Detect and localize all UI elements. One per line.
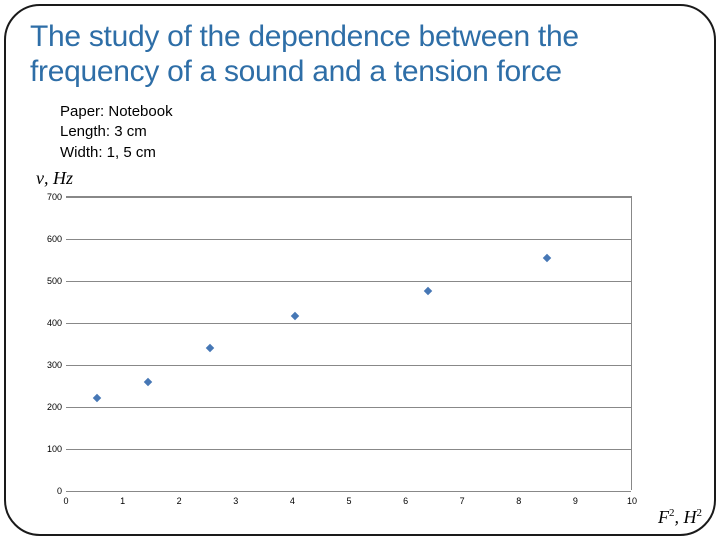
y-tick-label: 300 [42, 360, 62, 370]
data-marker [291, 312, 299, 320]
gridline-horizontal [66, 491, 631, 492]
y-tick-label: 100 [42, 444, 62, 454]
x-tick-label: 5 [346, 496, 351, 506]
x-tick-label: 8 [516, 496, 521, 506]
data-marker [93, 394, 101, 402]
y-axis-label: ν, Hz [36, 168, 73, 189]
gridline-horizontal [66, 323, 631, 324]
y-tick-label: 0 [42, 486, 62, 496]
meta-row: Paper: Notebook [60, 102, 173, 122]
page-title: The study of the dependence between the … [30, 20, 684, 89]
x-tick-label: 0 [63, 496, 68, 506]
x-tick-label: 6 [403, 496, 408, 506]
x-tick-label: 1 [120, 496, 125, 506]
y-tick-label: 600 [42, 234, 62, 244]
scatter-chart: 0100200300400500600700012345678910 [38, 196, 632, 506]
meta-row: Width: 1, 5 cm [60, 143, 173, 163]
y-tick-label: 700 [42, 192, 62, 202]
slide-frame: The study of the dependence between the … [4, 4, 716, 536]
gridline-horizontal [66, 239, 631, 240]
gridline-horizontal [66, 197, 631, 198]
plot-area: 0100200300400500600700012345678910 [66, 196, 632, 490]
x-tick-label: 2 [177, 496, 182, 506]
x-tick-label: 4 [290, 496, 295, 506]
y-tick-label: 200 [42, 402, 62, 412]
data-marker [543, 253, 551, 261]
gridline-horizontal [66, 281, 631, 282]
y-tick-label: 400 [42, 318, 62, 328]
y-tick-label: 500 [42, 276, 62, 286]
data-marker [424, 287, 432, 295]
gridline-horizontal [66, 449, 631, 450]
data-marker [206, 344, 214, 352]
x-tick-label: 7 [460, 496, 465, 506]
x-tick-label: 3 [233, 496, 238, 506]
x-tick-label: 10 [627, 496, 637, 506]
gridline-horizontal [66, 365, 631, 366]
meta-block: Paper: Notebook Length: 3 cm Width: 1, 5… [60, 102, 173, 163]
x-tick-label: 9 [573, 496, 578, 506]
meta-row: Length: 3 cm [60, 122, 173, 142]
data-marker [144, 377, 152, 385]
gridline-horizontal [66, 407, 631, 408]
x-axis-label: F2, H2 [658, 507, 702, 528]
